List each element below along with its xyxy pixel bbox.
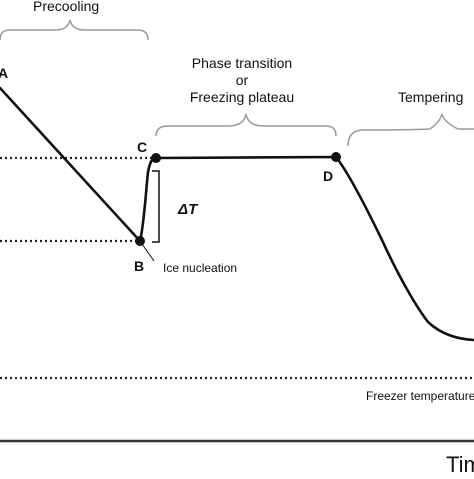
transition-bracket bbox=[155, 113, 337, 137]
x-axis-title: Time bbox=[446, 452, 474, 474]
phase-transition-label: Phase transition bbox=[192, 55, 292, 71]
point-d-marker bbox=[331, 152, 341, 162]
point-c-label: C bbox=[137, 139, 147, 155]
point-b-label: B bbox=[134, 258, 144, 274]
ice-nucleation-label: Ice nucleation bbox=[163, 261, 237, 275]
temperature-curve bbox=[0, 86, 474, 342]
point-a-label: A bbox=[0, 65, 8, 81]
point-b-marker bbox=[135, 236, 145, 246]
precooling-bracket bbox=[0, 19, 149, 41]
freezing-plateau-label: Freezing plateau bbox=[190, 89, 294, 105]
precooling-label: Precooling bbox=[33, 0, 99, 14]
tempering-label: Tempering bbox=[398, 89, 463, 105]
tempering-bracket bbox=[347, 113, 474, 147]
delta-t-label: ΔT bbox=[177, 201, 199, 218]
ice-nucleation-leader bbox=[141, 243, 155, 262]
point-d-label: D bbox=[323, 168, 333, 184]
phase-or-label: or bbox=[236, 72, 249, 88]
freezer-temperature-label: Freezer temperature bbox=[366, 389, 474, 403]
point-c-marker bbox=[151, 153, 161, 163]
delta-t-bracket bbox=[152, 170, 160, 243]
